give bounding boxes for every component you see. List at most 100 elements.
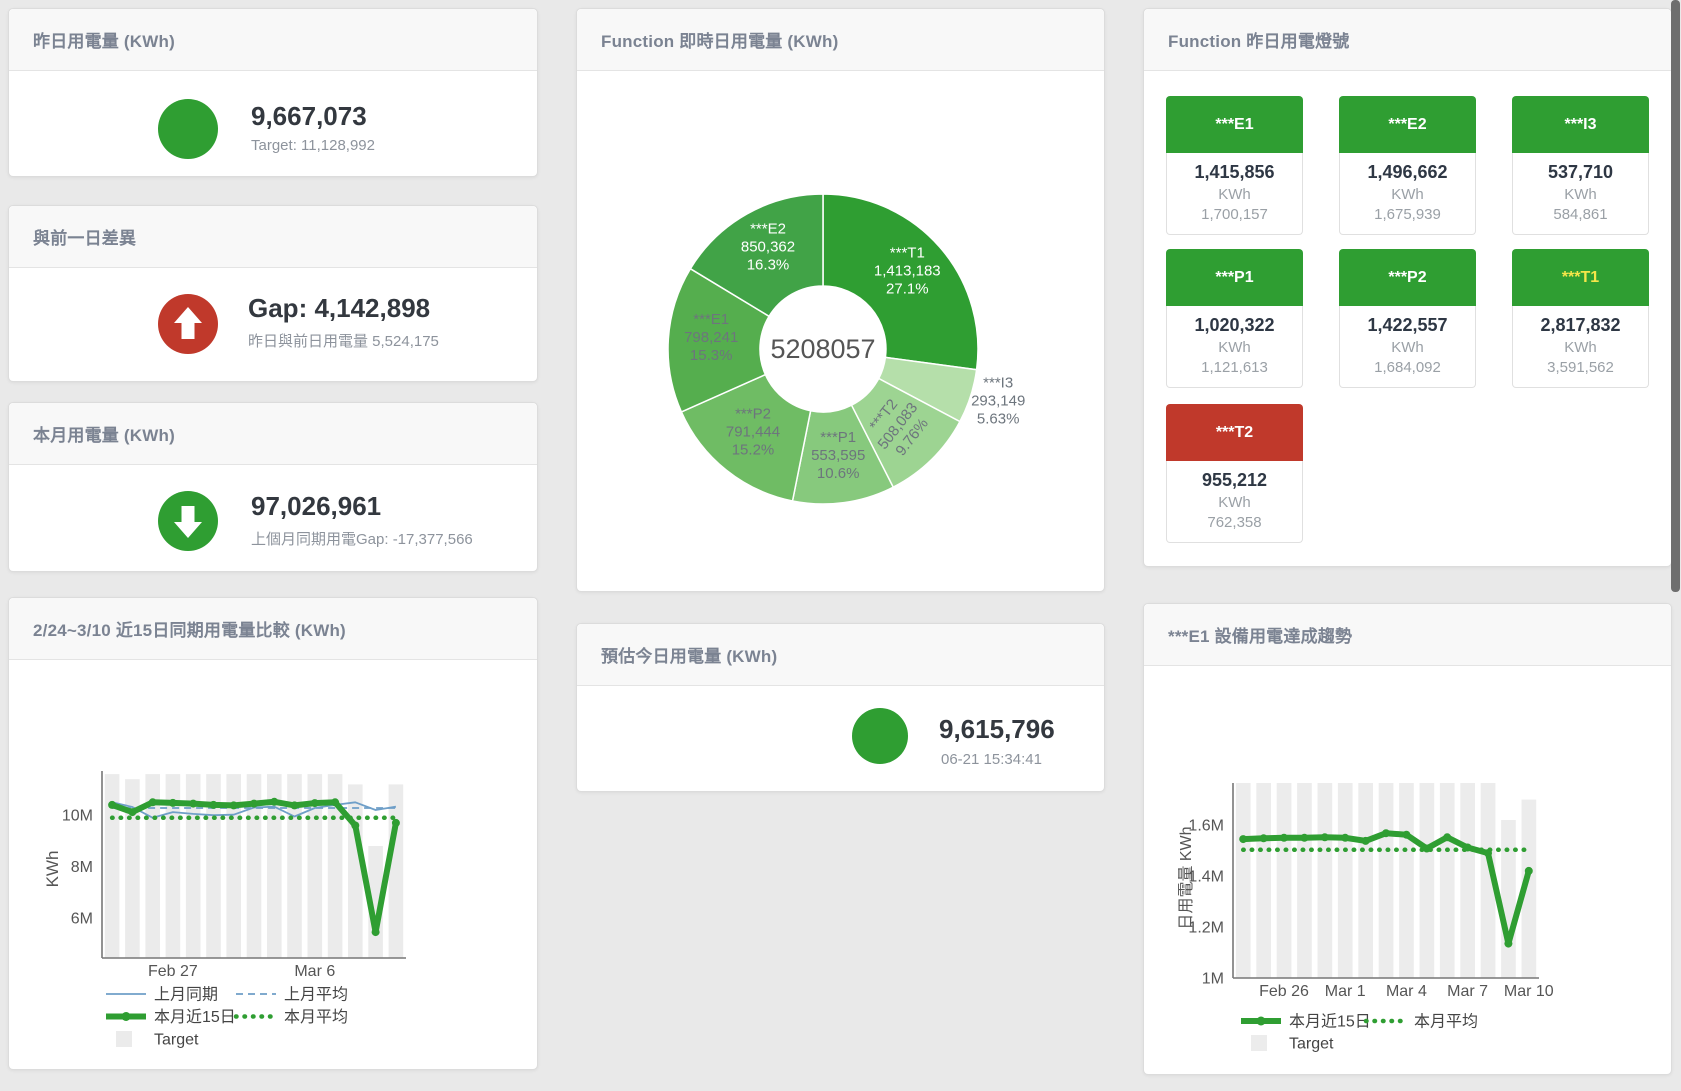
metric-subtitle: 昨日與前日用電量 5,524,175 bbox=[248, 333, 439, 350]
tile-label: ***T1 bbox=[1512, 249, 1649, 306]
e1-trend-chart[interactable]: 1M 1.2M 1.4M 1.6M Feb 26 Mar 1 Mar 4 Mar 7 Mar 1… bbox=[1144, 665, 1671, 1074]
legend-item[interactable]: Target bbox=[116, 1031, 199, 1049]
tile-target: 3,591,562 bbox=[1547, 359, 1614, 376]
tile-value: 1,422,557 bbox=[1367, 315, 1448, 335]
card-title: 與前一日差異 bbox=[33, 229, 137, 248]
target-bar bbox=[1439, 783, 1455, 978]
scrollbar-thumb[interactable] bbox=[1671, 0, 1680, 592]
data-point bbox=[1524, 866, 1533, 875]
card-title: Function 昨日用電燈號 bbox=[1168, 32, 1350, 51]
donut-slice-E2[interactable] bbox=[689, 193, 824, 318]
target-bar bbox=[246, 774, 262, 958]
y-axis-title: 日用電量 KWh bbox=[1178, 826, 1195, 929]
svg-text:Target: Target bbox=[154, 1032, 199, 1049]
card-day-gap: 與前一日差異 Gap: 4,142,898 昨日與前日用電量 5,524,175 bbox=[8, 205, 538, 382]
metric-value: Gap: 4,142,898 bbox=[248, 293, 431, 323]
data-point bbox=[391, 818, 400, 827]
donut-slice-label: ***I3 293,149 5.63% bbox=[971, 374, 1025, 427]
target-bar bbox=[388, 784, 404, 958]
tile-value: 1,415,856 bbox=[1194, 162, 1275, 182]
donut-slice-label: ***E2 850,362 16.3% bbox=[741, 220, 795, 273]
arrow-up-circle-icon bbox=[158, 294, 218, 354]
legend-item[interactable]: 本月近15日 bbox=[106, 1008, 236, 1026]
metric-value: 97,026,961 bbox=[251, 491, 382, 521]
status-tile-T1[interactable]: ***T1 2,817,832 KWh 3,591,562 bbox=[1512, 249, 1649, 388]
metric-subtitle: 上個月同期用電Gap: -17,377,566 bbox=[251, 531, 473, 548]
status-tile-E2[interactable]: ***E2 1,496,662 KWh 1,675,939 bbox=[1339, 96, 1476, 235]
metric-timestamp: 06-21 15:34:41 bbox=[941, 751, 1042, 768]
target-bar bbox=[1460, 783, 1475, 978]
legend-item[interactable]: 本月近15日 bbox=[1241, 1013, 1371, 1031]
lights-grid: ***E1 1,415,856 KWh 1,700,157 ***E2 1,496,662… bbox=[1144, 9, 1671, 566]
donut-slice-T1[interactable] bbox=[822, 193, 979, 371]
card-status-lights: Function 昨日用電燈號 ***E1 1,415,856 KWh 1,700,1… bbox=[1143, 8, 1672, 567]
card-yesterday-usage: 昨日用電量 (KWh) 9,667,073 Target: 11,128,992 bbox=[8, 8, 538, 177]
tile-unit: KWh bbox=[1391, 339, 1424, 356]
y-tick-label: 8M bbox=[71, 859, 93, 876]
target-bar bbox=[104, 774, 120, 958]
card-title: Function 即時日用電量 (KWh) bbox=[601, 32, 839, 51]
tile-label: ***E1 bbox=[1166, 96, 1303, 153]
data-point bbox=[1443, 833, 1452, 842]
tile-body: 1,415,856 KWh 1,700,157 bbox=[1166, 153, 1303, 235]
status-tile-T2[interactable]: ***T2 955,212 KWh 762,358 bbox=[1166, 404, 1303, 543]
card-header: 昨日用電量 (KWh) bbox=[9, 9, 537, 71]
legend-item[interactable]: 本月平均 bbox=[233, 1008, 348, 1026]
svg-text:本月近15日: 本月近15日 bbox=[1289, 1013, 1371, 1031]
donut-slice-E1[interactable] bbox=[667, 267, 771, 413]
data-point bbox=[1402, 830, 1411, 839]
tile-label: ***P1 bbox=[1166, 249, 1303, 306]
status-tile-P2[interactable]: ***P2 1,422,557 KWh 1,684,092 bbox=[1339, 249, 1476, 388]
target-bar bbox=[185, 774, 201, 958]
tile-body: 955,212 KWh 762,358 bbox=[1166, 461, 1303, 543]
legend-item[interactable]: 上月平均 bbox=[236, 986, 348, 1004]
target-bar bbox=[1501, 820, 1516, 978]
card-today-estimate: 預估今日用電量 (KWh) 9,615,796 06-21 15:34:41 bbox=[576, 623, 1105, 792]
tile-value: 2,817,832 bbox=[1540, 315, 1621, 335]
data-point bbox=[168, 798, 177, 807]
data-point bbox=[1280, 833, 1288, 842]
target-bar bbox=[1358, 783, 1373, 978]
data-point bbox=[1320, 833, 1329, 842]
y-tick-label: 1.6M bbox=[1188, 818, 1224, 835]
target-bar bbox=[226, 774, 241, 958]
card-realtime-donut: Function 即時日用電量 (KWh) ***T1 1,413,183 27.1… bbox=[576, 8, 1105, 592]
data-point bbox=[270, 797, 279, 806]
tile-value: 955,212 bbox=[1201, 470, 1268, 490]
target-bar bbox=[348, 784, 363, 958]
y-tick-label: 1.2M bbox=[1188, 920, 1224, 937]
tile-target: 1,684,092 bbox=[1374, 359, 1441, 376]
realtime-usage-donut-chart[interactable]: ***T1 1,413,183 27.1%***I3 293,149 5.63%***T… bbox=[577, 70, 1104, 590]
status-tile-I3[interactable]: ***I3 537,710 KWh 584,861 bbox=[1512, 96, 1649, 235]
target-bar bbox=[1276, 783, 1292, 978]
x-tick-label: Feb 27 bbox=[148, 963, 198, 980]
card-title: 昨日用電量 (KWh) bbox=[33, 32, 175, 51]
tile-unit: KWh bbox=[1218, 339, 1251, 356]
target-bar bbox=[145, 774, 160, 958]
legend-item[interactable]: 上月同期 bbox=[106, 986, 218, 1004]
data-point bbox=[1504, 939, 1513, 948]
card-title: 2/24~3/10 近15日同期用電量比較 (KWh) bbox=[33, 621, 346, 640]
status-tile-E1[interactable]: ***E1 1,415,856 KWh 1,700,157 bbox=[1166, 96, 1303, 235]
legend-item[interactable]: Target bbox=[1251, 1035, 1334, 1053]
target-bar bbox=[368, 846, 383, 958]
card-e1-trend: ***E1 設備用電達成趨勢 1M 1.2M 1.4M 1.6M Feb 26 Mar 1… bbox=[1143, 603, 1672, 1075]
tile-label: ***I3 bbox=[1512, 96, 1649, 153]
tile-target: 1,700,157 bbox=[1201, 206, 1268, 223]
data-point bbox=[1361, 836, 1370, 845]
donut-center-total: 5208057 bbox=[770, 334, 875, 364]
card-title: ***E1 設備用電達成趨勢 bbox=[1168, 627, 1353, 646]
status-tile-P1[interactable]: ***P1 1,020,322 KWh 1,121,613 bbox=[1166, 249, 1303, 388]
legend-item[interactable]: 本月平均 bbox=[1363, 1013, 1478, 1031]
target-bar bbox=[1521, 799, 1537, 978]
data-point bbox=[189, 799, 198, 808]
card-header: ***E1 設備用電達成趨勢 bbox=[1144, 604, 1671, 666]
card-header: 預估今日用電量 (KWh) bbox=[577, 624, 1104, 686]
green-circle-icon bbox=[852, 708, 908, 764]
tile-unit: KWh bbox=[1564, 186, 1597, 203]
donut-slice-P2[interactable] bbox=[680, 373, 812, 502]
data-point bbox=[229, 801, 238, 810]
arrow-down-circle-icon bbox=[158, 491, 218, 551]
card-month-usage: 本月用電量 (KWh) 97,026,961 上個月同期用電Gap: -17,3… bbox=[8, 402, 538, 572]
